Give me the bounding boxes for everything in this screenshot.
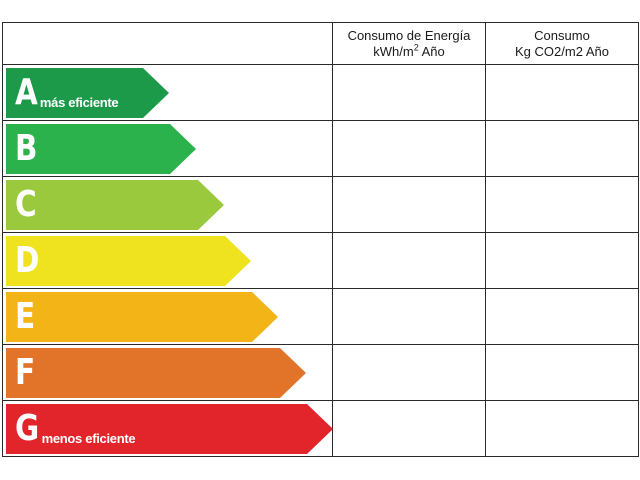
- rating-cell-a: A más eficiente: [2, 64, 333, 121]
- band-letter-c: C: [15, 184, 37, 225]
- rating-row-e: E: [2, 288, 639, 345]
- rating-cell-g: G menos eficiente: [2, 400, 333, 457]
- band-note-a: más eficiente: [39, 95, 119, 110]
- energy-value-cell-g: [332, 400, 486, 457]
- band-letter-e: E: [15, 296, 35, 337]
- co2-value-cell-c: [485, 176, 639, 233]
- energy-band-g: G menos eficiente: [6, 404, 333, 454]
- rating-cell-d: D: [2, 232, 333, 289]
- energy-value-cell-c: [332, 176, 486, 233]
- co2-value-cell-f: [485, 344, 639, 401]
- energy-rating-table: Consumo de Energía kWh/m2 Año Consumo Kg…: [2, 22, 639, 457]
- energy-rating-table-frame: Consumo de Energía kWh/m2 Año Consumo Kg…: [2, 22, 639, 457]
- co2-consumption-header: Consumo Kg CO2/m2 Año: [485, 22, 639, 65]
- rating-header-cell: [2, 22, 333, 65]
- energy-value-cell-a: [332, 64, 486, 121]
- rating-row-b: B: [2, 120, 639, 177]
- rating-row-d: D: [2, 232, 639, 289]
- energy-unit-prefix: kWh/m: [373, 43, 414, 59]
- band-letter-d: D: [15, 240, 40, 281]
- energy-band-e: E: [6, 292, 278, 342]
- co2-value-cell-a: [485, 64, 639, 121]
- energy-unit-superscript: 2: [413, 42, 419, 53]
- rating-cell-b: B: [2, 120, 333, 177]
- header-row: Consumo de Energía kWh/m2 Año Consumo Kg…: [2, 22, 639, 65]
- energy-band-a: A más eficiente: [6, 68, 169, 118]
- energy-value-cell-e: [332, 288, 486, 345]
- rating-row-f: F: [2, 344, 639, 401]
- energy-header-line1: Consumo de Energía: [347, 27, 471, 43]
- energy-header-line2: kWh/m2 Año: [333, 42, 485, 60]
- band-note-g: menos eficiente: [41, 431, 136, 446]
- band-letter-a: A: [15, 72, 38, 113]
- co2-value-cell-d: [485, 232, 639, 289]
- rating-row-c: C: [2, 176, 639, 233]
- energy-band-c: C: [6, 180, 224, 230]
- energy-consumption-header: Consumo de Energía kWh/m2 Año: [332, 22, 486, 65]
- co2-header-line2: Kg CO2/m2 Año: [515, 43, 609, 59]
- rating-cell-c: C: [2, 176, 333, 233]
- co2-header-line1: Consumo: [534, 27, 590, 43]
- energy-band-d: D: [6, 236, 251, 286]
- energy-value-cell-f: [332, 344, 486, 401]
- band-letter-g: G: [15, 408, 39, 449]
- band-letter-f: F: [15, 352, 35, 393]
- rating-cell-f: F: [2, 344, 333, 401]
- energy-value-cell-d: [332, 232, 486, 289]
- rating-row-g: G menos eficiente: [2, 400, 639, 457]
- co2-value-cell-b: [485, 120, 639, 177]
- co2-value-cell-e: [485, 288, 639, 345]
- rating-cell-e: E: [2, 288, 333, 345]
- energy-band-b: B: [6, 124, 196, 174]
- energy-unit-suffix: Año: [418, 43, 445, 59]
- rating-row-a: A más eficiente: [2, 64, 639, 121]
- energy-band-f: F: [6, 348, 306, 398]
- co2-value-cell-g: [485, 400, 639, 457]
- band-letter-b: B: [15, 128, 38, 169]
- energy-value-cell-b: [332, 120, 486, 177]
